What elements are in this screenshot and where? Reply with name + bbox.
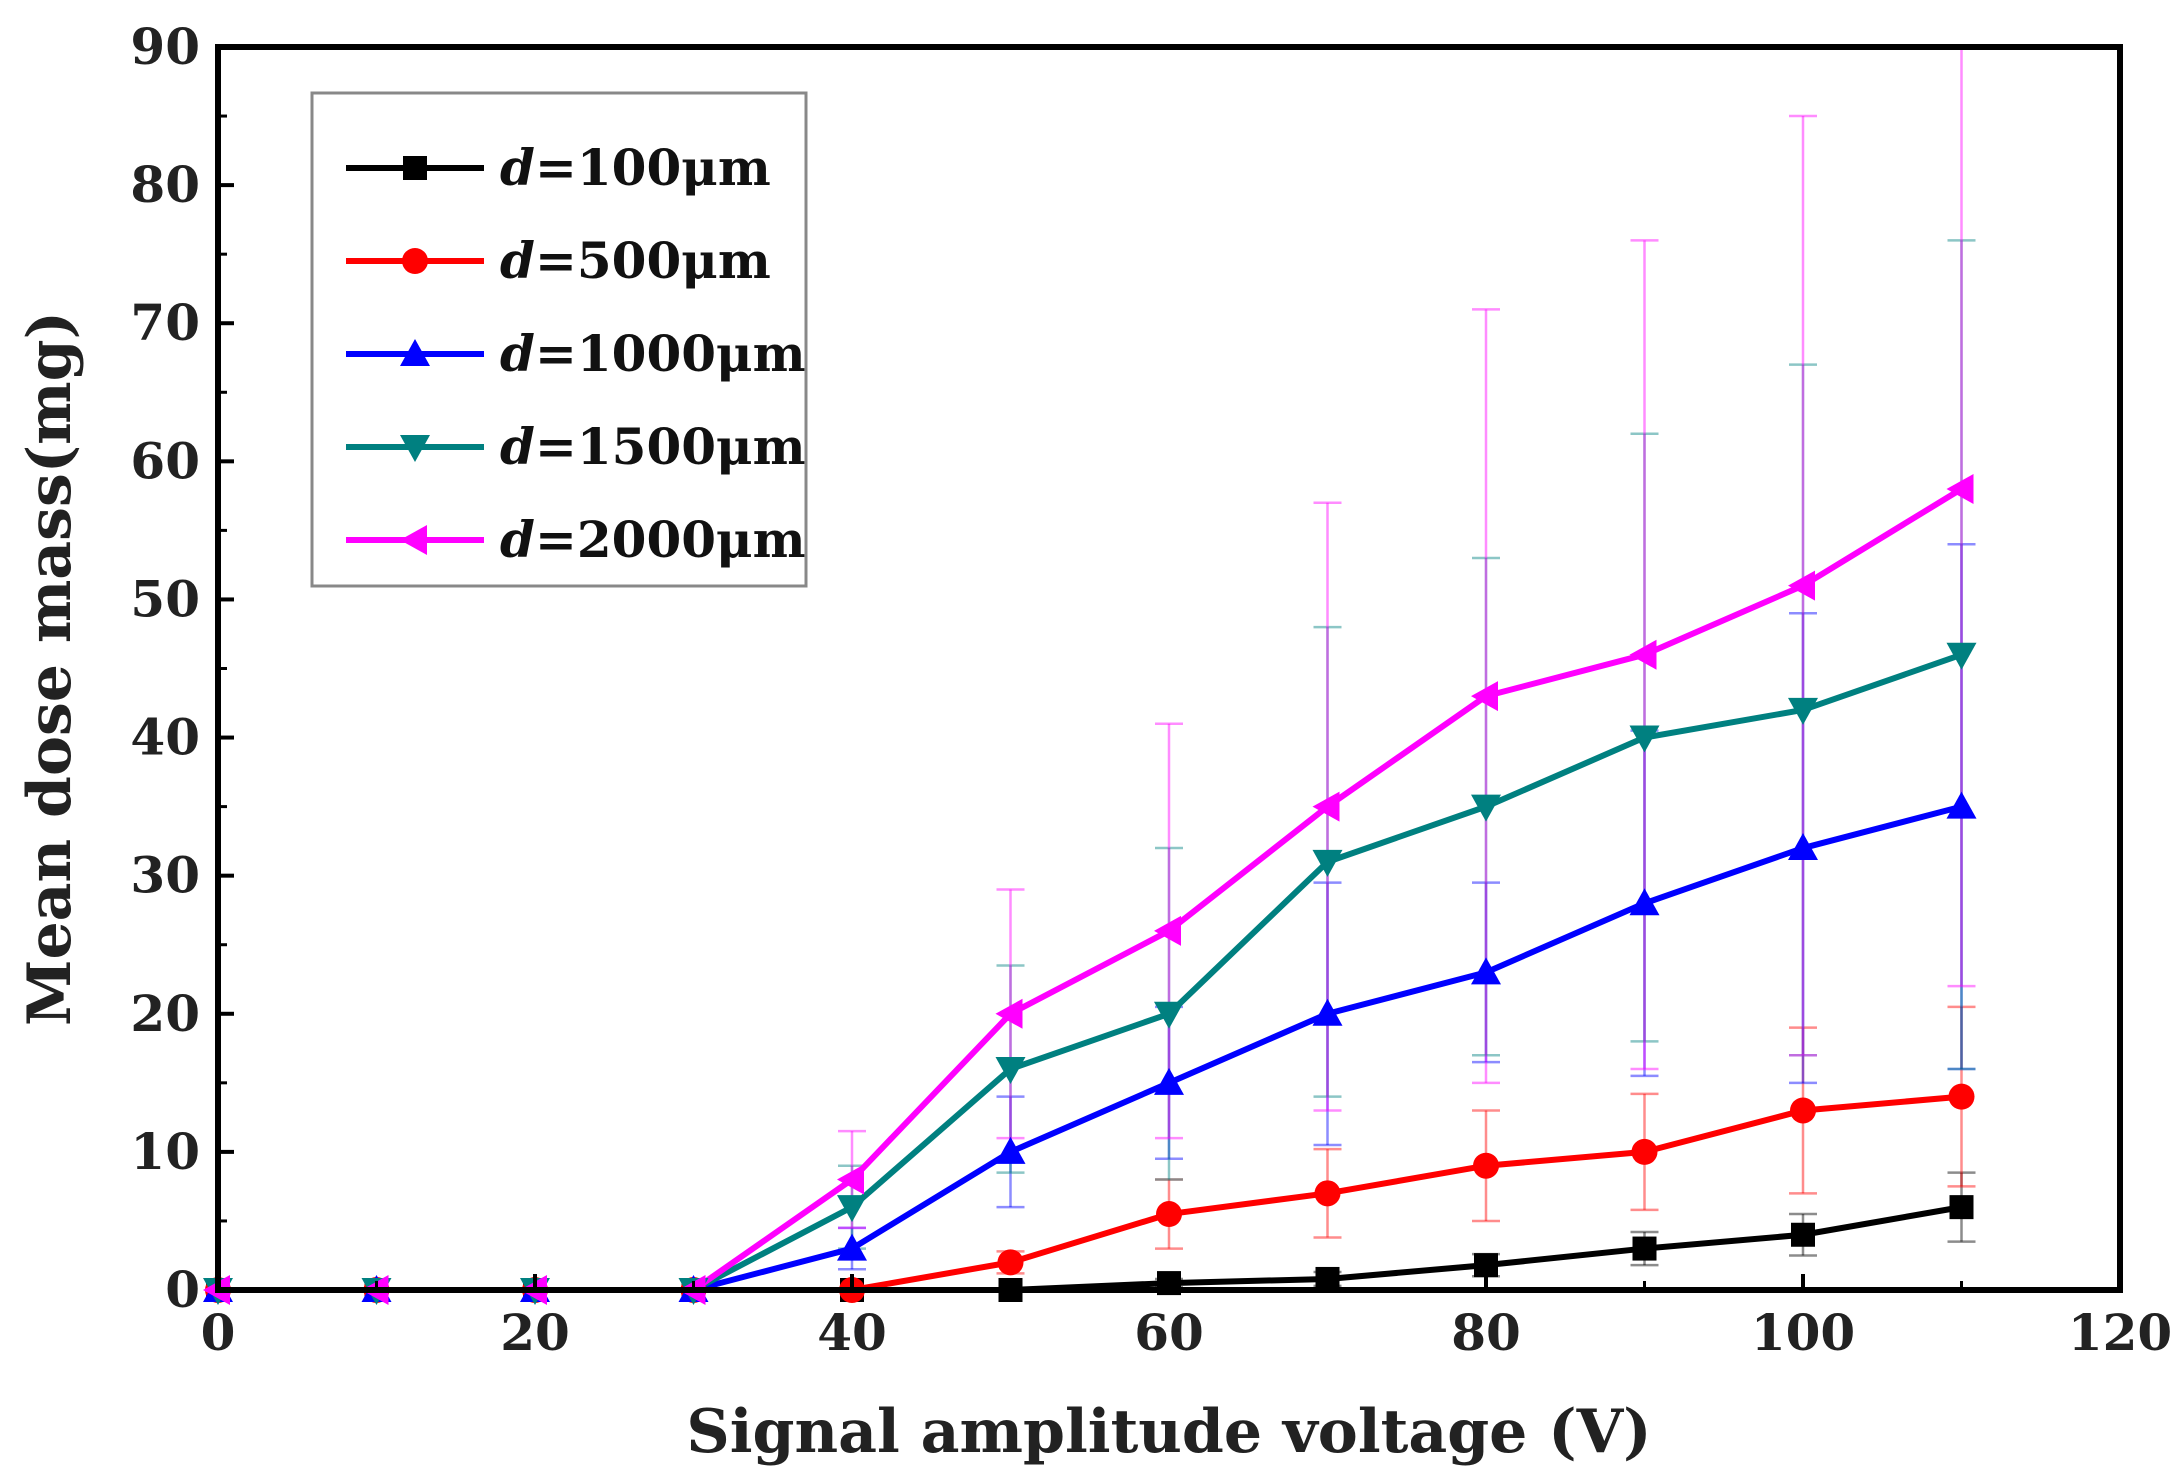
data-point-d1000: [1154, 1067, 1184, 1095]
data-point-d500: [1790, 1097, 1816, 1124]
series-line-d1000: [218, 803, 1963, 1293]
y-tick-label: 90: [130, 17, 200, 76]
legend-marker-d2000: [400, 525, 427, 555]
series-line-d2000: [218, 486, 1964, 1293]
y-tick-label: 70: [130, 293, 200, 352]
legend-box: [310, 91, 808, 588]
legend-label-d500: d=500μm: [500, 231, 771, 290]
x-axis-ticks: 0 20 40 60 80 100 120: [201, 1274, 2172, 1362]
x-tick-label: 40: [817, 1303, 887, 1362]
data-point-d2000: [1788, 570, 1815, 601]
data-point-d1000: [1471, 957, 1501, 985]
data-point-d500: [1314, 1180, 1341, 1207]
data-point-d1000: [1312, 998, 1343, 1026]
y-tick-label: 40: [130, 708, 200, 767]
data-point-d1500: [1154, 1001, 1184, 1029]
legend-label-d100: d=100μm: [500, 138, 771, 197]
y-tick-label: 10: [130, 1122, 200, 1181]
y-tick-label: 20: [130, 984, 200, 1043]
legend: d=100μm d=500μm d=1000μm d=1500μm d=2000μm: [310, 91, 808, 588]
data-point-d1000: [1629, 888, 1660, 916]
legend-label-d1500: d=1500μm: [500, 417, 806, 476]
series-line-d100: [218, 1204, 1963, 1293]
y-axis-ticks: 0 10 20 30 40 50 60 70 80 90: [130, 17, 234, 1319]
data-point-d1500: [1788, 697, 1818, 725]
data-point-d1500: [837, 1195, 867, 1223]
data-point-d1000: [1946, 791, 1977, 819]
data-point-d1000: [837, 1233, 867, 1261]
x-axis-title: Signal amplitude voltage (V): [686, 1397, 1651, 1467]
y-tick-label: 0: [165, 1260, 200, 1319]
legend-marker-d1000: [400, 339, 430, 366]
data-point-d100: [1791, 1222, 1815, 1247]
data-point-d2000: [995, 998, 1023, 1029]
data-point-d1500: [1312, 849, 1343, 877]
x-tick-label: 60: [1134, 1303, 1204, 1362]
y-axis-title: Mean dose mass(mg): [15, 311, 85, 1026]
y-tick-label: 80: [130, 155, 200, 214]
data-point-d2000: [1946, 473, 1974, 504]
data-point-d2000: [1312, 791, 1340, 822]
x-tick-label: 100: [1751, 1303, 1855, 1362]
data-point-d2000: [1629, 639, 1657, 670]
data-point-d500: [1473, 1152, 1499, 1179]
data-point-d500: [1631, 1138, 1658, 1165]
data-point-d500: [1948, 1083, 1975, 1110]
x-tick-label: 120: [2068, 1303, 2172, 1362]
y-tick-label: 30: [130, 846, 200, 905]
legend-marker-d500: [402, 248, 428, 274]
data-point-d1000: [995, 1136, 1026, 1164]
legend-marker-d100: [403, 156, 427, 180]
data-point-d2000: [1471, 681, 1498, 712]
data-point-d1500: [1471, 794, 1501, 822]
data-point-d1000: [1788, 833, 1818, 861]
data-point-d100: [1632, 1236, 1657, 1261]
data-point-d1500: [1946, 642, 1977, 670]
data-point-d1500: [1629, 725, 1660, 753]
x-tick-label: 20: [500, 1303, 570, 1362]
data-point-d2000: [1154, 915, 1181, 946]
legend-marker-d1500: [400, 435, 430, 462]
data-point-d100: [1949, 1195, 1974, 1220]
data-point-d1500: [995, 1057, 1026, 1085]
legend-label-d2000: d=2000μm: [500, 510, 806, 569]
series-line-d500: [218, 1093, 1962, 1293]
series-lines-layer: [218, 486, 1964, 1293]
y-tick-label: 60: [130, 431, 200, 490]
x-tick-label: 0: [201, 1303, 236, 1362]
x-tick-label: 80: [1451, 1303, 1521, 1362]
data-point-d500: [1156, 1201, 1182, 1228]
data-point-d2000: [837, 1164, 864, 1195]
data-point-d500: [997, 1249, 1024, 1276]
series-markers-layer: [203, 473, 1977, 1305]
y-tick-label: 50: [130, 569, 200, 628]
legend-label-d1000: d=1000μm: [500, 324, 806, 383]
data-point-d100: [1474, 1253, 1498, 1278]
